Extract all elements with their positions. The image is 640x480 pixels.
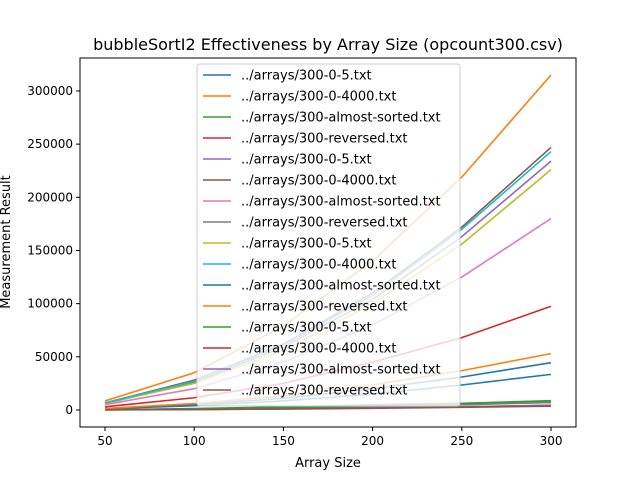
y-tick-label-2: 100000 <box>27 297 73 311</box>
legend-label-8: ../arrays/300-0-5.txt <box>241 237 372 252</box>
legend-frame <box>196 63 461 407</box>
series-line-15 <box>104 405 552 411</box>
y-tick-label-3: 150000 <box>27 243 73 257</box>
legend-label-5: ../arrays/300-0-4000.txt <box>241 174 396 189</box>
legend-label-10: ../arrays/300-almost-sorted.txt <box>241 279 441 294</box>
y-tick-label-4: 200000 <box>27 190 73 204</box>
legend-label-9: ../arrays/300-0-4000.txt <box>241 258 396 273</box>
x-tick-label-4: 250 <box>450 434 473 448</box>
y-axis-label: Measurement Result <box>0 175 14 309</box>
legend-label-4: ../arrays/300-0-5.txt <box>241 153 372 168</box>
chart-title: bubbleSortI2 Effectiveness by Array Size… <box>93 35 563 54</box>
x-tick-label-1: 100 <box>183 434 206 448</box>
legend-label-0: ../arrays/300-0-5.txt <box>241 69 372 84</box>
legend-label-15: ../arrays/300-reversed.txt <box>241 384 408 399</box>
legend-label-12: ../arrays/300-0-5.txt <box>241 321 372 336</box>
x-tick-label-0: 50 <box>97 434 112 448</box>
y-tick-label-0: 0 <box>65 403 73 417</box>
y-tick-label-1: 50000 <box>35 350 73 364</box>
legend-label-13: ../arrays/300-0-4000.txt <box>241 342 396 357</box>
x-axis: 50 100 150 200 250 300 <box>97 427 562 448</box>
plot-frame <box>79 57 577 428</box>
legend-label-1: ../arrays/300-0-4000.txt <box>241 90 396 105</box>
y-axis: 0 50000 100000 150000 200000 250000 300000 <box>27 84 80 417</box>
legend-label-3: ../arrays/300-reversed.txt <box>241 132 408 147</box>
y-tick-label-5: 250000 <box>27 137 73 151</box>
legend: ../arrays/300-0-5.txt ../arrays/300-0-400… <box>196 63 461 407</box>
legend-label-7: ../arrays/300-reversed.txt <box>241 216 408 231</box>
legend-label-6: ../arrays/300-almost-sorted.txt <box>241 195 441 210</box>
legend-label-2: ../arrays/300-almost-sorted.txt <box>241 111 441 126</box>
x-tick-label-2: 150 <box>272 434 295 448</box>
x-tick-label-5: 300 <box>540 434 563 448</box>
legend-label-14: ../arrays/300-almost-sorted.txt <box>241 363 441 378</box>
x-axis-label: Array Size <box>295 456 361 471</box>
x-tick-label-3: 200 <box>361 434 384 448</box>
y-tick-label-6: 300000 <box>27 84 73 98</box>
legend-label-11: ../arrays/300-reversed.txt <box>241 300 408 315</box>
